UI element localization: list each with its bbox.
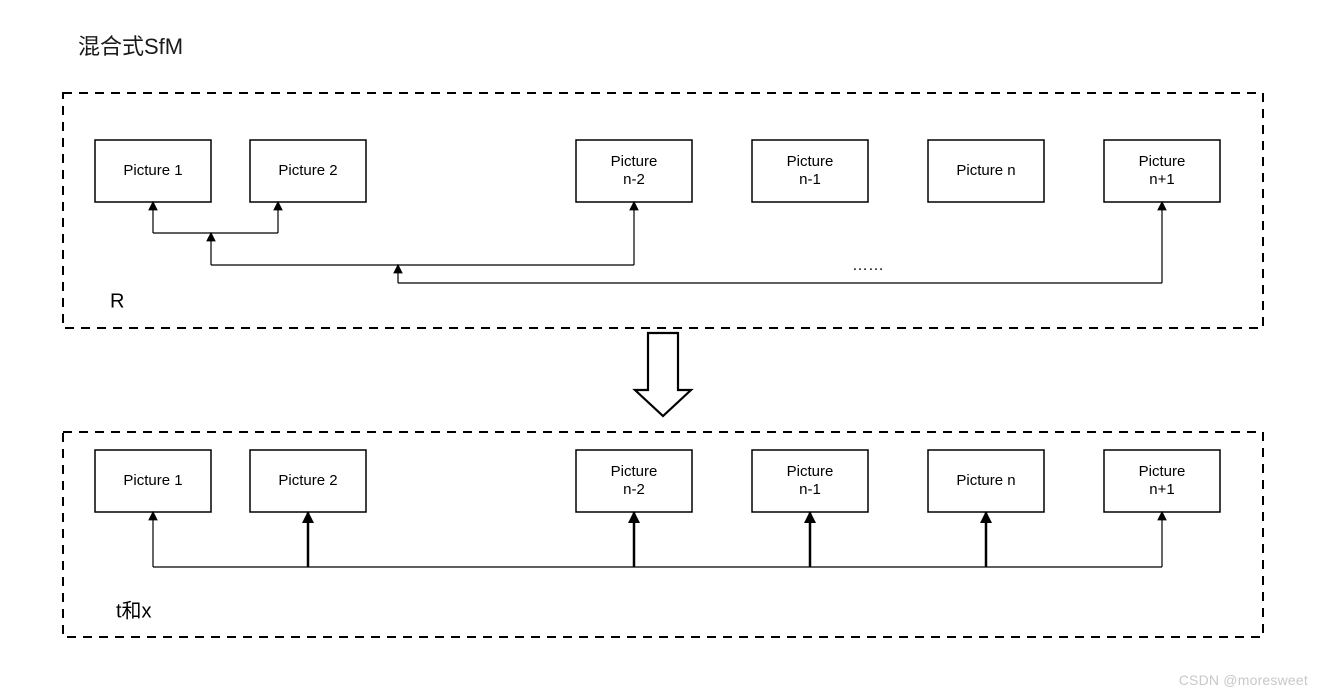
picture-box-label: n-2 [623,171,645,188]
picture-box: Picture n [928,140,1044,202]
picture-box-label: n-1 [799,171,821,188]
picture-box: Picturen-2 [576,140,692,202]
ellipsis-label: …… [852,257,884,274]
picture-box: Picture n [928,450,1044,512]
picture-box-label: n+1 [1149,171,1174,188]
picture-box-label: Picture 2 [278,162,337,179]
picture-box-label: Picture 1 [123,162,182,179]
picture-box: Picture 2 [250,140,366,202]
flow-down-arrow-icon [635,333,691,416]
watermark-label: CSDN @moresweet [1179,672,1308,688]
picture-box-label: Picture n [956,162,1015,179]
picture-box-label: n+1 [1149,481,1174,498]
picture-box-label: Picture [1139,463,1186,480]
picture-box: Picture 2 [250,450,366,512]
boxes-bottom: Picture 1Picture 2Picturen-2Picturen-1Pi… [95,450,1220,512]
picture-box: Picturen-2 [576,450,692,512]
picture-box: Picture 1 [95,140,211,202]
picture-box-label: Picture [787,153,834,170]
picture-box: Picturen-1 [752,450,868,512]
picture-box-label: Picture n [956,472,1015,489]
picture-box-label: Picture [611,463,658,480]
picture-box-label: Picture [1139,153,1186,170]
picture-box-label: Picture [787,463,834,480]
picture-box: Picture 1 [95,450,211,512]
picture-box-label: n-2 [623,481,645,498]
diagram-title: 混合式SfM [78,34,183,59]
panel-top-label: R [110,290,124,312]
picture-box-label: Picture 1 [123,472,182,489]
picture-box-label: Picture 2 [278,472,337,489]
picture-box-label: n-1 [799,481,821,498]
picture-box-label: Picture [611,153,658,170]
picture-box: Picturen+1 [1104,140,1220,202]
boxes-top: Picture 1Picture 2Picturen-2Picturen-1Pi… [95,140,1220,202]
picture-box: Picturen+1 [1104,450,1220,512]
picture-box: Picturen-1 [752,140,868,202]
diagram-canvas: 混合式SfMPicture 1Picture 2Picturen-2Pictur… [0,0,1322,694]
edges-bottom [153,512,1162,567]
edges-top [153,202,1162,283]
panel-top [63,93,1263,328]
panel-bottom-label: t和x [116,599,152,622]
